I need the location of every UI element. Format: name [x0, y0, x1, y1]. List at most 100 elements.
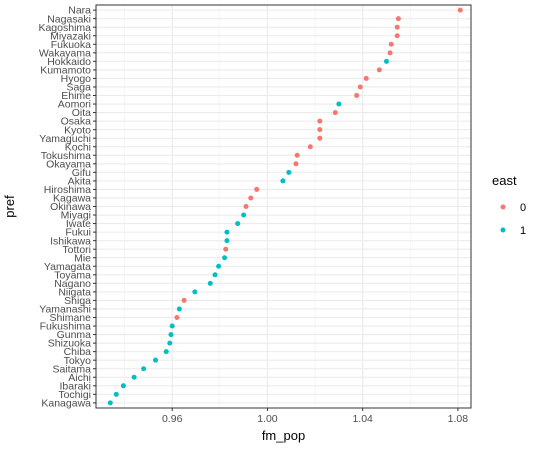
y-tick-label: Gifu — [72, 167, 91, 179]
legend-key-0 — [500, 204, 506, 210]
data-point-ibaraki — [120, 383, 126, 389]
data-point-yamaguchi — [317, 135, 323, 141]
y-tick-label: Fukui — [65, 227, 91, 239]
data-point-hiroshima — [254, 186, 260, 192]
data-point-kochi — [307, 144, 313, 150]
major-gridlines — [96, 5, 471, 408]
y-tick-label: Fukushima — [40, 321, 92, 333]
x-tick-label: 1.00 — [257, 413, 278, 425]
data-point-wakayama — [387, 50, 393, 56]
data-point-saga — [357, 84, 363, 90]
data-point-kanagawa — [107, 400, 113, 406]
data-point-mie — [222, 255, 228, 261]
data-point-shizuoka — [167, 340, 173, 346]
data-point-ehime — [354, 93, 360, 99]
y-tick-label: Tokyo — [64, 355, 92, 367]
y-tick-label: Tottori — [62, 244, 91, 256]
y-tick-label: Okinawa — [50, 201, 91, 213]
data-points — [107, 7, 463, 406]
data-point-gifu — [286, 169, 292, 175]
data-point-kagoshima — [394, 24, 400, 30]
y-tick-label: Niigata — [58, 286, 91, 298]
y-tick-label: Saga — [66, 82, 91, 94]
y-tick-label: Kanagawa — [41, 397, 91, 409]
y-tick-label: Yamaguchi — [39, 133, 91, 145]
y-tick-label: Saitama — [52, 363, 91, 375]
data-point-aichi — [131, 374, 137, 380]
y-tick-label: Wakayama — [39, 47, 91, 59]
legend-key-1 — [500, 227, 506, 233]
y-tick-label: Shiga — [64, 295, 91, 307]
y-tick-label: Osaka — [61, 116, 92, 128]
y-tick-label: Ishikawa — [50, 235, 91, 247]
data-point-shimane — [174, 314, 180, 320]
y-tick-label: Kyoto — [64, 124, 91, 136]
data-point-okayama — [293, 161, 299, 167]
legend-title: east — [492, 173, 517, 188]
legend-label-0: 0 — [520, 202, 526, 214]
x-axis-title: fm_pop — [262, 428, 305, 443]
y-tick-label: Ibaraki — [59, 380, 91, 392]
data-point-fukui — [224, 229, 230, 235]
y-tick-label: Hyogo — [61, 73, 92, 85]
y-tick-label: Kumamoto — [40, 64, 91, 76]
data-point-osaka — [317, 118, 323, 124]
y-tick-label: Mie — [74, 252, 91, 264]
x-axis-ticks: 0.96 1.00 1.04 1.08 — [162, 408, 468, 425]
y-tick-label: Okayama — [46, 158, 91, 170]
data-point-okinawa — [243, 204, 249, 209]
y-tick-label: Shizuoka — [48, 338, 91, 350]
y-tick-label: Kagoshima — [38, 22, 91, 34]
y-tick-label: Iwate — [66, 218, 91, 230]
y-tick-label: Nara — [68, 5, 91, 17]
data-point-fukushima — [169, 323, 175, 329]
y-tick-label: Tokushima — [41, 150, 91, 162]
data-point-yamanashi — [176, 306, 182, 312]
y-tick-label: Tochigi — [58, 389, 91, 401]
data-point-tochigi — [113, 391, 119, 397]
legend-label-1: 1 — [520, 225, 526, 237]
x-tick-label: 1.04 — [352, 413, 373, 425]
data-point-gunma — [168, 332, 174, 338]
data-point-aomori — [336, 101, 342, 107]
y-axis-ticks: NaraNagasakiKagoshimaMiyazakiFukuokaWaka… — [38, 5, 96, 409]
y-tick-label: Aichi — [68, 372, 91, 384]
data-point-ishikawa — [224, 238, 230, 244]
data-point-tokushima — [294, 152, 300, 158]
y-tick-label: Fukuoka — [51, 39, 91, 51]
data-point-nagano — [207, 280, 213, 286]
x-tick-label: 1.08 — [448, 413, 469, 425]
data-point-niigata — [192, 289, 198, 295]
data-point-hyogo — [363, 75, 369, 81]
data-point-oita — [332, 110, 338, 116]
y-tick-label: Ehime — [61, 90, 91, 102]
y-tick-label: Nagano — [54, 278, 91, 290]
y-axis-title: pref — [2, 195, 17, 218]
y-tick-label: Miyagi — [61, 210, 91, 222]
y-tick-label: Shimane — [50, 312, 92, 324]
data-point-miyagi — [241, 212, 247, 218]
data-point-akita — [280, 178, 286, 184]
y-tick-label: Miyazaki — [50, 30, 91, 42]
data-point-kyoto — [317, 127, 323, 133]
y-tick-label: Aomori — [58, 99, 91, 111]
data-point-chiba — [163, 349, 169, 355]
y-tick-label: Kagawa — [53, 193, 91, 205]
data-point-miyazaki — [394, 33, 400, 39]
data-point-kumamoto — [376, 67, 382, 73]
data-point-fukuoka — [388, 41, 394, 47]
y-tick-label: Gunma — [57, 329, 92, 341]
y-tick-label: Chiba — [64, 346, 92, 358]
y-tick-label: Kochi — [65, 141, 91, 153]
data-point-hokkaido — [383, 58, 389, 64]
data-point-yamagata — [216, 263, 222, 269]
data-point-toyama — [212, 272, 218, 278]
y-tick-label: Oita — [72, 107, 91, 119]
data-point-tottori — [223, 246, 229, 252]
y-tick-label: Akita — [68, 175, 92, 187]
data-point-kagawa — [248, 195, 254, 201]
y-tick-label: Yamagata — [44, 261, 91, 273]
y-tick-label: Hiroshima — [44, 184, 91, 196]
y-tick-label: Hokkaido — [47, 56, 91, 68]
